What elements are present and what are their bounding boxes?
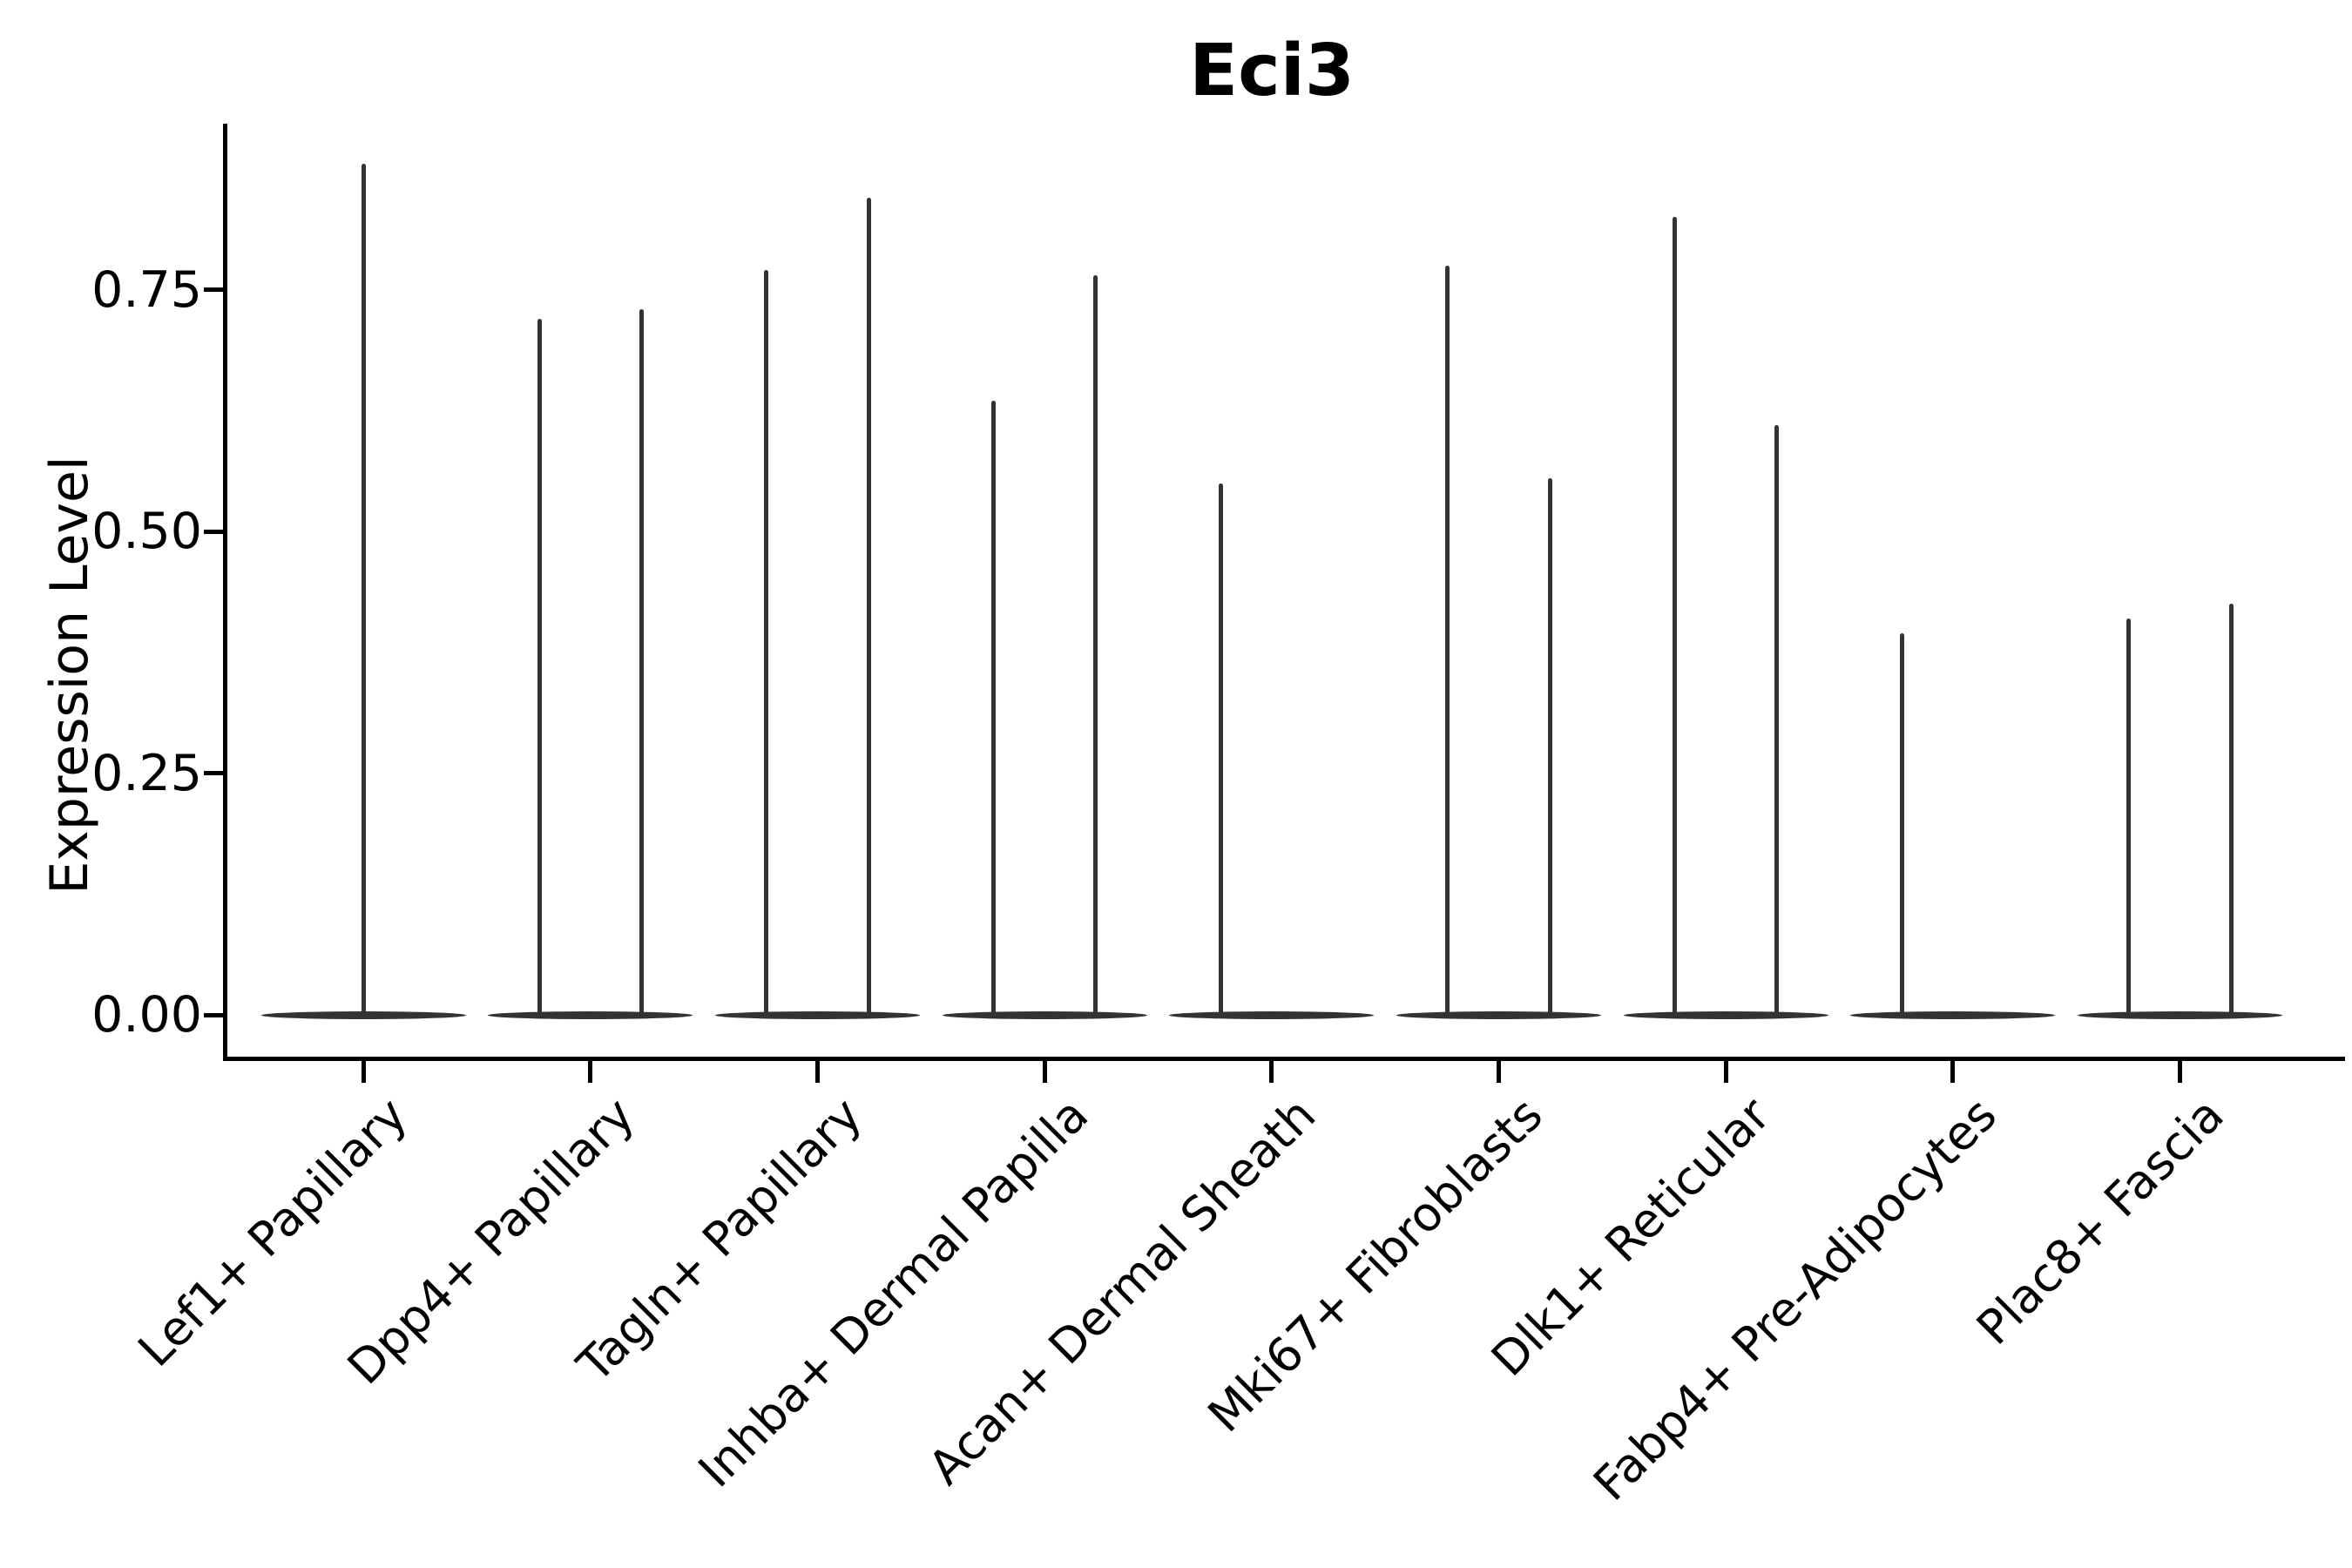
x-axis-line bbox=[223, 1057, 2345, 1061]
x-tick-mark bbox=[588, 1061, 593, 1083]
x-tick-label: Acan+ Dermal Sheath bbox=[917, 1087, 1327, 1496]
violin-needle bbox=[639, 308, 644, 1017]
violin-base bbox=[1850, 1010, 2056, 1019]
y-tick-label: 0.75 bbox=[91, 260, 202, 319]
x-tick-mark bbox=[1723, 1061, 1728, 1083]
x-tick-mark bbox=[1042, 1061, 1047, 1083]
y-tick-mark bbox=[204, 529, 225, 534]
violin-base bbox=[1169, 1010, 1375, 1019]
y-tick-label: 0.25 bbox=[91, 744, 202, 802]
x-tick-mark bbox=[1497, 1061, 1501, 1083]
x-tick-mark bbox=[1950, 1061, 1956, 1083]
chart-title: Eci3 bbox=[1189, 30, 1355, 112]
violin-base bbox=[1623, 1010, 1828, 1019]
violin-needle bbox=[866, 198, 871, 1017]
x-tick-mark bbox=[361, 1061, 366, 1083]
violin-base bbox=[2078, 1010, 2283, 1019]
violin-needle bbox=[1093, 274, 1098, 1017]
x-tick-mark bbox=[1269, 1061, 1274, 1083]
violin-needle bbox=[537, 318, 542, 1017]
violin-needle bbox=[1899, 632, 1904, 1017]
violin-needle bbox=[1774, 424, 1780, 1017]
violin-needle bbox=[1218, 483, 1223, 1017]
x-tick-label: Inhba+ Dermal Papilla bbox=[688, 1087, 1099, 1498]
violin-needle bbox=[361, 164, 366, 1017]
y-tick-mark bbox=[204, 1012, 225, 1017]
violin-needle bbox=[1673, 217, 1677, 1017]
violin-base bbox=[488, 1010, 693, 1019]
x-tick-label: Plac8+ Fascia bbox=[1966, 1087, 2235, 1355]
violin-needle bbox=[990, 401, 996, 1017]
y-tick-mark bbox=[204, 287, 225, 292]
x-tick-label: Fabp4+ Pre-Adipocytes bbox=[1583, 1087, 2008, 1511]
violin-base bbox=[714, 1010, 920, 1019]
violin-base bbox=[1396, 1010, 1601, 1019]
y-axis-line bbox=[223, 124, 227, 1061]
violin-base bbox=[942, 1010, 1147, 1019]
x-tick-mark bbox=[814, 1061, 820, 1083]
y-tick-label: 0.50 bbox=[91, 503, 202, 560]
violin-needle bbox=[1445, 265, 1450, 1017]
violin-needle bbox=[2126, 618, 2132, 1017]
violin-needle bbox=[1547, 477, 1552, 1017]
violin-needle bbox=[764, 270, 769, 1017]
x-tick-mark bbox=[2178, 1061, 2183, 1083]
y-tick-label: 0.00 bbox=[91, 986, 202, 1044]
y-tick-mark bbox=[204, 771, 225, 775]
violin-needle bbox=[2228, 604, 2234, 1017]
